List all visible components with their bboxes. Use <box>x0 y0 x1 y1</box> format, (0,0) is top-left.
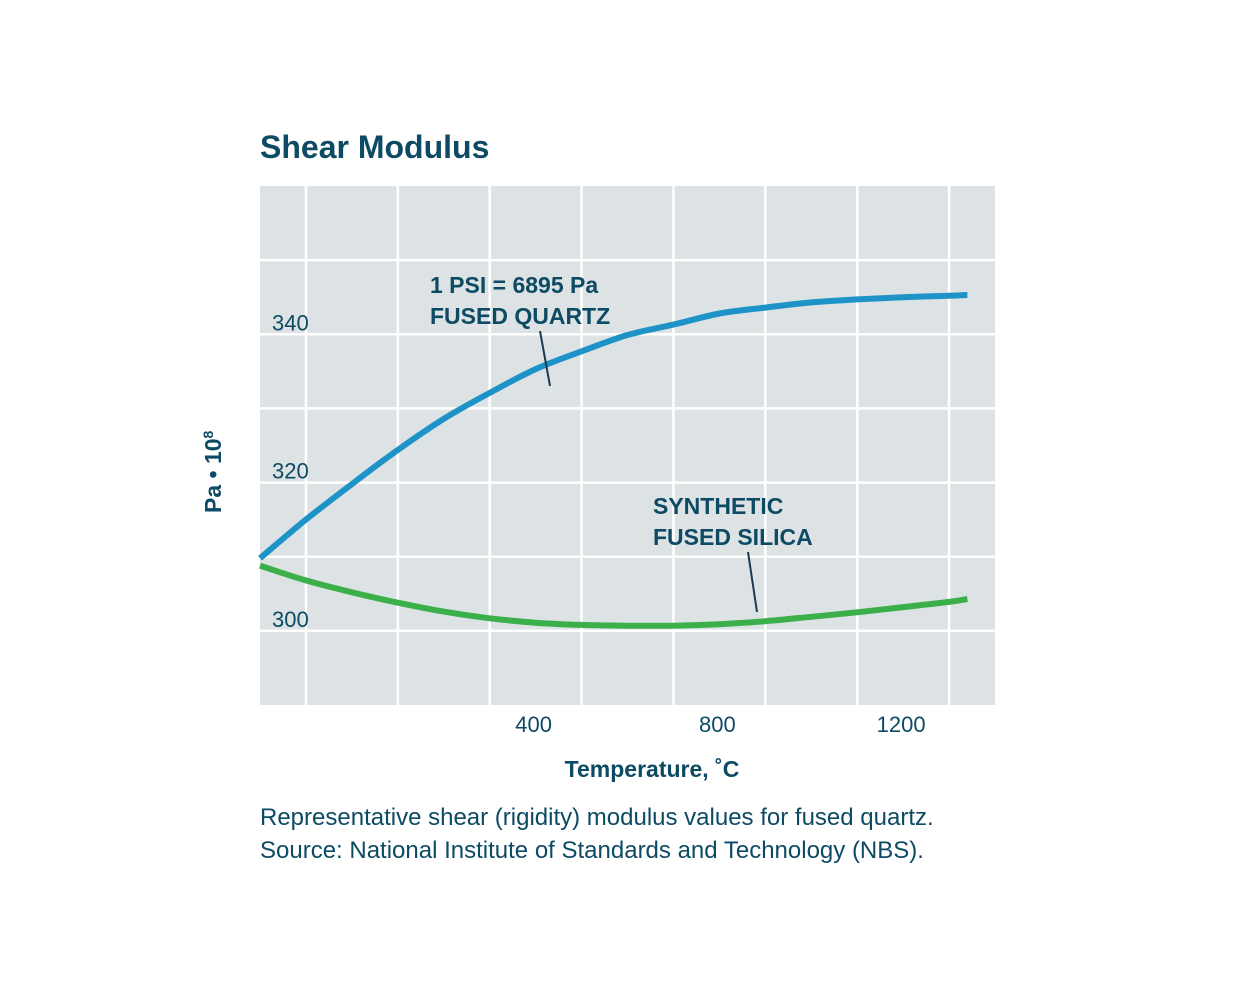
series-line-fused-quartz <box>258 292 968 561</box>
series-lines <box>258 292 968 629</box>
x-axis-label: Temperature, ˚C <box>565 756 740 782</box>
x-tick-label: 800 <box>699 712 736 737</box>
caption-line: Source: National Institute of Standards … <box>260 837 924 864</box>
chart-title: Shear Modulus <box>260 129 489 165</box>
caption: Representative shear (rigidity) modulus … <box>260 804 934 864</box>
caption-line: Representative shear (rigidity) modulus … <box>260 804 934 831</box>
annotation-leader-line <box>539 330 551 387</box>
y-axis-label-exponent: 8 <box>200 430 216 438</box>
y-tick-label: 340 <box>272 310 309 335</box>
annotation-label: 1 PSI = 6895 Pa FUSED QUARTZ <box>430 272 610 329</box>
x-tick-label: 400 <box>515 712 552 737</box>
y-axis-label-base: Pa • 10 <box>200 438 226 513</box>
annotations: 1 PSI = 6895 Pa FUSED QUARTZ SYNTHETIC FUSE… <box>430 272 813 613</box>
x-tick-labels: 400 800 1200 <box>515 712 925 737</box>
x-tick-label: 1200 <box>877 712 926 737</box>
y-tick-label: 300 <box>272 607 309 632</box>
series-line-synthetic-fused-silica <box>259 562 968 629</box>
y-axis-label: Pa • 108 <box>200 430 226 513</box>
y-tick-label: 320 <box>272 459 309 484</box>
y-tick-labels: 300 320 340 <box>272 310 309 632</box>
annotation-line: FUSED SILICA <box>653 524 813 550</box>
annotation-label: SYNTHETIC FUSED SILICA <box>653 493 813 550</box>
annotation-line: SYNTHETIC <box>653 493 783 519</box>
annotation-line: 1 PSI = 6895 Pa <box>430 272 598 298</box>
grid-lines <box>260 186 995 705</box>
annotation-line: FUSED QUARTZ <box>430 303 610 329</box>
plot-background <box>260 186 995 705</box>
annotation-leader-line <box>747 551 758 613</box>
